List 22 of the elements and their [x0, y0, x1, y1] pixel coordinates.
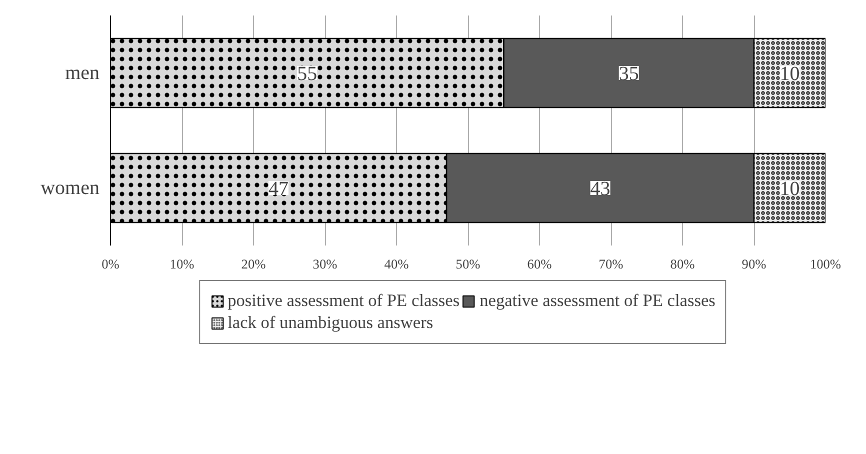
x-tick-label: 80%	[670, 256, 695, 272]
x-tick-label: 0%	[102, 256, 120, 272]
x-tick-label: 40%	[384, 256, 409, 272]
y-tick-label: women	[40, 177, 100, 199]
data-label: 10	[780, 63, 800, 85]
x-tick-label: 30%	[312, 256, 338, 272]
data-label: 35	[618, 63, 639, 85]
legend-label: negative assessment of PE classes	[480, 290, 716, 310]
x-tick-label: 100%	[810, 256, 842, 272]
data-label: 43	[590, 178, 610, 200]
x-tick-label: 70%	[598, 256, 624, 272]
data-label: 47	[268, 178, 289, 200]
legend-label: positive assessment of PE classes	[228, 290, 460, 310]
y-tick-label: men	[65, 62, 100, 84]
legend-label: lack of unambiguous answers	[228, 312, 434, 332]
x-tick-label: 60%	[527, 256, 552, 272]
data-label: 10	[780, 178, 800, 200]
x-tick-label: 20%	[241, 256, 266, 272]
x-tick-label: 50%	[456, 256, 480, 272]
x-tick-label: 90%	[742, 256, 766, 272]
x-tick-label: 10%	[170, 256, 194, 272]
data-label: 55	[297, 63, 318, 85]
